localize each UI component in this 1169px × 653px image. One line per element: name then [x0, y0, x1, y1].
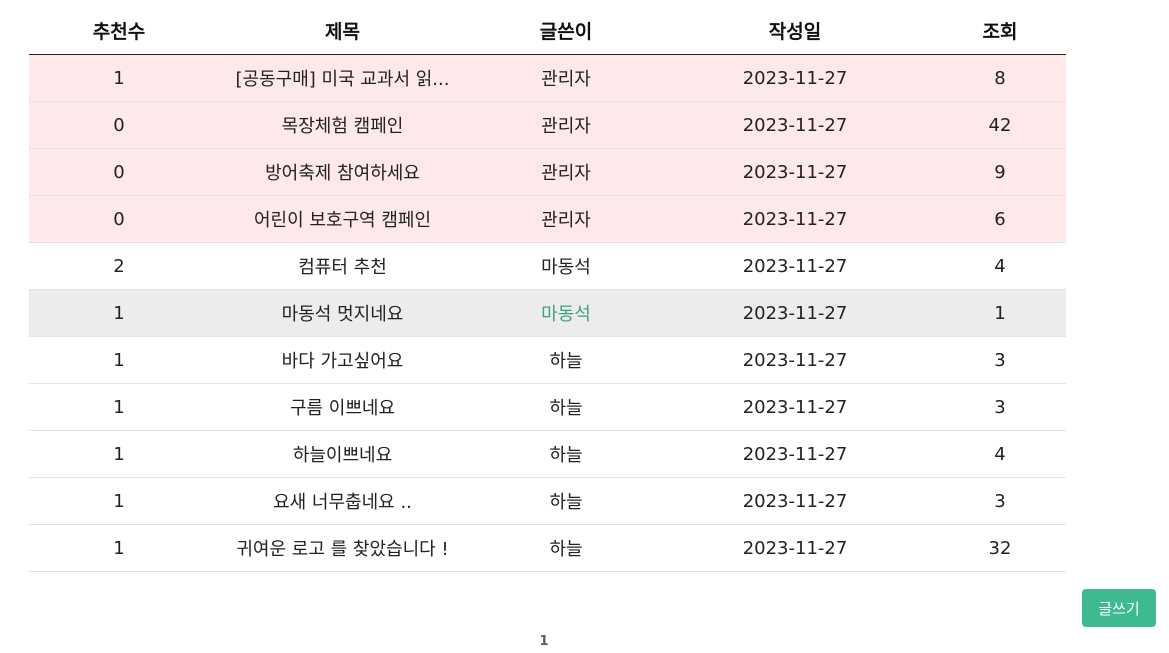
- board-list: 추천수 제목 글쓴이 작성일 조회 1 [공동구매] 미국 교과서 읽... 관리자…: [29, 6, 1066, 572]
- view-count: 32: [934, 525, 1066, 572]
- table-row[interactable]: 1 마동석 멋지네요 마동석 2023-11-27 1: [29, 290, 1066, 337]
- recommend-count: 1: [29, 478, 209, 525]
- post-title-link[interactable]: 하늘이쁘네요: [209, 431, 476, 478]
- post-author: 관리자: [476, 102, 656, 149]
- view-count: 8: [934, 55, 1066, 102]
- table-row[interactable]: 1 구름 이쁘네요 하늘 2023-11-27 3: [29, 384, 1066, 431]
- view-count: 1: [934, 290, 1066, 337]
- view-count: 3: [934, 384, 1066, 431]
- recommend-count: 2: [29, 243, 209, 290]
- table-row[interactable]: 1 바다 가고싶어요 하늘 2023-11-27 3: [29, 337, 1066, 384]
- table-row[interactable]: 1 요새 너무춥네요 .. 하늘 2023-11-27 3: [29, 478, 1066, 525]
- post-date: 2023-11-27: [656, 431, 934, 478]
- notice-row[interactable]: 0 어린이 보호구역 캠페인 관리자 2023-11-27 6: [29, 196, 1066, 243]
- post-author: 하늘: [476, 384, 656, 431]
- post-date: 2023-11-27: [656, 525, 934, 572]
- view-count: 4: [934, 243, 1066, 290]
- post-title-link[interactable]: 마동석 멋지네요: [209, 290, 476, 337]
- post-date: 2023-11-27: [656, 102, 934, 149]
- view-count: 3: [934, 478, 1066, 525]
- post-author: 하늘: [476, 337, 656, 384]
- post-author: 관리자: [476, 196, 656, 243]
- recommend-count: 1: [29, 337, 209, 384]
- post-table: 추천수 제목 글쓴이 작성일 조회 1 [공동구매] 미국 교과서 읽... 관리자…: [29, 6, 1066, 572]
- recommend-count: 0: [29, 102, 209, 149]
- post-date: 2023-11-27: [656, 337, 934, 384]
- post-title-link[interactable]: 요새 너무춥네요 ..: [209, 478, 476, 525]
- view-count: 6: [934, 196, 1066, 243]
- post-date: 2023-11-27: [656, 196, 934, 243]
- notice-row[interactable]: 0 목장체험 캠페인 관리자 2023-11-27 42: [29, 102, 1066, 149]
- post-author: 마동석: [476, 290, 656, 337]
- post-title-link[interactable]: 어린이 보호구역 캠페인: [209, 196, 476, 243]
- view-count: 9: [934, 149, 1066, 196]
- view-count: 42: [934, 102, 1066, 149]
- recommend-count: 1: [29, 384, 209, 431]
- recommend-count: 0: [29, 149, 209, 196]
- view-count: 3: [934, 337, 1066, 384]
- post-author: 관리자: [476, 55, 656, 102]
- table-row[interactable]: 1 하늘이쁘네요 하늘 2023-11-27 4: [29, 431, 1066, 478]
- table-row[interactable]: 1 귀여운 로고 를 찾았습니다 ! 하늘 2023-11-27 32: [29, 525, 1066, 572]
- recommend-count: 1: [29, 290, 209, 337]
- post-date: 2023-11-27: [656, 478, 934, 525]
- page-link-current[interactable]: 1: [539, 634, 548, 649]
- post-author: 마동석: [476, 243, 656, 290]
- notice-row[interactable]: 1 [공동구매] 미국 교과서 읽... 관리자 2023-11-27 8: [29, 55, 1066, 102]
- recommend-count: 1: [29, 55, 209, 102]
- recommend-count: 0: [29, 196, 209, 243]
- column-header-date: 작성일: [656, 6, 934, 55]
- post-author: 하늘: [476, 525, 656, 572]
- post-title-link[interactable]: 바다 가고싶어요: [209, 337, 476, 384]
- post-date: 2023-11-27: [656, 149, 934, 196]
- column-header-author: 글쓴이: [476, 6, 656, 55]
- post-author: 하늘: [476, 478, 656, 525]
- post-date: 2023-11-27: [656, 55, 934, 102]
- post-date: 2023-11-27: [656, 290, 934, 337]
- write-post-button[interactable]: 글쓰기: [1082, 589, 1156, 627]
- view-count: 4: [934, 431, 1066, 478]
- recommend-count: 1: [29, 525, 209, 572]
- post-author: 관리자: [476, 149, 656, 196]
- notice-row[interactable]: 0 방어축제 참여하세요 관리자 2023-11-27 9: [29, 149, 1066, 196]
- post-title-link[interactable]: 컴퓨터 추천: [209, 243, 476, 290]
- column-header-views: 조회: [934, 6, 1066, 55]
- post-title-link[interactable]: 귀여운 로고 를 찾았습니다 !: [209, 525, 476, 572]
- post-date: 2023-11-27: [656, 384, 934, 431]
- recommend-count: 1: [29, 431, 209, 478]
- column-header-recommend: 추천수: [29, 6, 209, 55]
- post-date: 2023-11-27: [656, 243, 934, 290]
- table-header-row: 추천수 제목 글쓴이 작성일 조회: [29, 6, 1066, 55]
- post-title-link[interactable]: 목장체험 캠페인: [209, 102, 476, 149]
- post-title-link[interactable]: 구름 이쁘네요: [209, 384, 476, 431]
- post-author: 하늘: [476, 431, 656, 478]
- post-title-link[interactable]: 방어축제 참여하세요: [209, 149, 476, 196]
- table-row[interactable]: 2 컴퓨터 추천 마동석 2023-11-27 4: [29, 243, 1066, 290]
- column-header-title: 제목: [209, 6, 476, 55]
- post-title-link[interactable]: [공동구매] 미국 교과서 읽...: [209, 55, 476, 102]
- pagination: 1: [529, 630, 559, 649]
